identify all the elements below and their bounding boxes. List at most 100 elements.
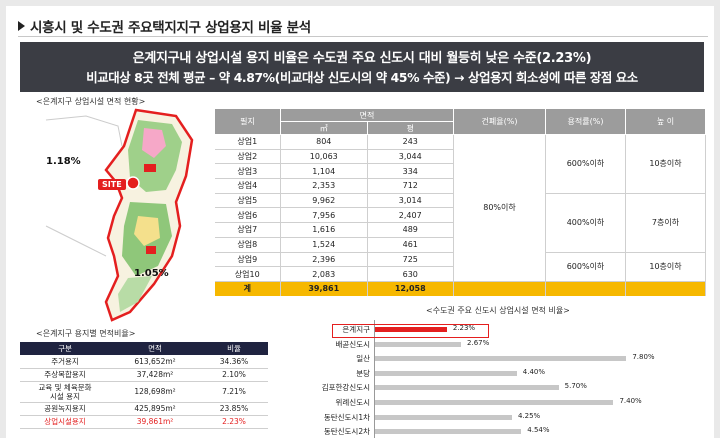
lot-cell: 상업10 <box>214 266 281 282</box>
table-row: 상업4 2,353 712 <box>214 178 706 194</box>
page-title-text: 시흥시 및 수도권 주요택지지구 상업용지 비율 분석 <box>30 20 311 36</box>
header-pyeong: 평 <box>366 121 454 135</box>
ratio-cell: 23.85% <box>200 402 268 416</box>
bar <box>375 341 462 347</box>
type-cell: 상업시설용지 <box>20 415 110 429</box>
chart-title: <수도권 주요 신도시 상업시설 면적 비율> <box>426 306 570 315</box>
total-empty <box>625 281 706 297</box>
lot-area-table: 필지 면적 건폐율(%) 용적률(%) 높 이 ㎡ 평 상업1 804 243 … <box>214 108 706 297</box>
table-row-highlight: 상업시설용지 39,861m² 2.23% <box>20 415 268 429</box>
table-row: 공원녹지용지 425,895m² 23.85% <box>20 402 268 416</box>
bar <box>375 400 614 405</box>
sqm-cell: 804 <box>280 134 368 150</box>
table-row: 상업10 2,083 630 <box>214 266 706 282</box>
ratio-cell: 34.36% <box>200 355 268 369</box>
table-row: 상업3 1,104 334 <box>214 163 706 180</box>
bar-value-label: 5.70% <box>564 382 587 391</box>
sqm-cell: 1,104 <box>280 163 368 180</box>
chart-axis <box>374 320 375 438</box>
total-pyeong: 12,058 <box>367 281 454 297</box>
far-cell: 600%이하 <box>545 252 626 282</box>
table-row: 상업2 10,063 3,044 <box>214 149 706 165</box>
height-cell: 10층이하 <box>625 252 706 282</box>
header-area: 면적 <box>110 342 200 355</box>
title-divider <box>18 36 708 37</box>
header-ratio: 비율 <box>200 342 268 355</box>
pyeong-cell: 712 <box>367 178 454 194</box>
table-row: 상업8 1,524 461 <box>214 237 706 253</box>
sqm-cell: 2,353 <box>280 178 368 194</box>
sqm-cell: 2,396 <box>280 252 368 268</box>
bar-label: 김포한강신도시 <box>321 383 370 393</box>
zoning-table-title: <은계지구 용지별 면적비율> <box>36 329 136 338</box>
bar-value-label: 7.80% <box>632 353 655 362</box>
highlight-box <box>332 324 489 338</box>
bar-label: 배곧신도시 <box>335 339 371 349</box>
header-sqm: ㎡ <box>280 121 368 135</box>
table-row: 주거용지 613,652m² 34.36% <box>20 355 268 369</box>
zoning-table: 구분 면적 비율 주거용지 613,652m² 34.36% 주상복합용지 37… <box>20 342 268 429</box>
summary-banner: 은계지구내 상업시설 용지 비율은 수도권 주요 신도시 대비 월등히 낮은 수… <box>20 42 704 92</box>
type-cell: 주거용지 <box>20 355 110 369</box>
bar-value-label: 4.40% <box>522 367 546 376</box>
sqm-cell: 1,616 <box>280 222 368 238</box>
bar-label: 일산 <box>356 354 370 364</box>
table-row: 주상복합용지 37,428m² 2.10% <box>20 368 268 382</box>
lot-cell: 상업8 <box>214 237 281 253</box>
lot-cell: 상업4 <box>214 178 281 194</box>
area-cell: 37,428m² <box>110 368 200 382</box>
lot-cell: 상업9 <box>214 252 281 268</box>
sqm-cell: 10,063 <box>280 149 368 165</box>
header-area: 면적 <box>280 108 454 122</box>
ratio-cell: 2.10% <box>200 368 268 382</box>
bar <box>375 356 627 362</box>
map-title: <은계지구 상업시설 면적 현황> <box>36 97 146 106</box>
area-cell: 128,698m² <box>110 381 200 403</box>
site-map: 1.18% 1.05% SITE <box>26 106 211 324</box>
pyeong-cell: 3,014 <box>367 193 454 209</box>
sqm-cell: 9,962 <box>280 193 368 209</box>
type-cell: 주상복합용지 <box>20 368 110 382</box>
ratio-cell: 2.23% <box>200 415 268 429</box>
header-coverage: 건폐율(%) <box>453 108 546 135</box>
banner-line-2: 비교대상 8곳 전체 평균 – 약 4.87%(비교대상 신도시의 약 45% … <box>86 70 638 85</box>
sqm-cell: 2,083 <box>280 266 368 282</box>
sqm-cell: 1,524 <box>280 237 368 253</box>
pyeong-cell: 243 <box>367 134 454 150</box>
total-sqm: 39,861 <box>280 281 368 297</box>
pyeong-cell: 3,044 <box>367 149 454 165</box>
bar-label: 은계지구 <box>342 325 370 334</box>
table-row: 상업1 804 243 80%이하 600%이하 10층이하 <box>214 134 706 282</box>
total-label: 계 <box>214 281 281 297</box>
table-row: 교육 및 체육문화 시설 용지 128,698m² 7.21% <box>20 381 268 403</box>
banner-line-1: 은계지구내 상업시설 용지 비율은 수도권 주요 신도시 대비 월등히 낮은 수… <box>132 51 592 66</box>
bar <box>375 385 559 391</box>
total-empty <box>453 281 546 297</box>
type-cell: 교육 및 체육문화 시설 용지 <box>20 381 110 403</box>
triangle-bullet-icon <box>18 21 25 31</box>
pyeong-cell: 334 <box>367 163 454 180</box>
table-row: 상업9 2,396 725 600%이하 10층이하 <box>214 252 706 282</box>
bar-value-label: 4.25% <box>517 411 541 420</box>
bar-value-label: 7.40% <box>619 397 642 405</box>
bar <box>375 370 517 376</box>
bar <box>375 414 512 420</box>
site-marker: SITE <box>98 179 126 190</box>
area-cell: 425,895m² <box>110 402 200 416</box>
bar-value-label: 2.23% <box>452 324 476 332</box>
table-row: 상업5 9,962 3,014 400%이하 7층이하 <box>214 193 706 253</box>
height-cell: 7층이하 <box>625 193 706 253</box>
lot-cell: 상업3 <box>214 163 281 180</box>
far-cell: 400%이하 <box>545 193 626 253</box>
far-cell: 600%이하 <box>545 134 626 194</box>
pyeong-cell: 630 <box>367 266 454 282</box>
header-height: 높 이 <box>625 108 706 135</box>
total-row: 계 39,861 12,058 <box>214 281 706 297</box>
percent-label-bottom: 1.05% <box>134 268 169 279</box>
total-empty <box>545 281 626 297</box>
bar-label: 동탄신도시2차 <box>323 427 370 437</box>
area-cell: 39,861m² <box>110 415 200 429</box>
height-cell: 10층이하 <box>625 134 706 194</box>
lot-cell: 상업2 <box>214 149 281 165</box>
header-type: 구분 <box>20 342 110 355</box>
